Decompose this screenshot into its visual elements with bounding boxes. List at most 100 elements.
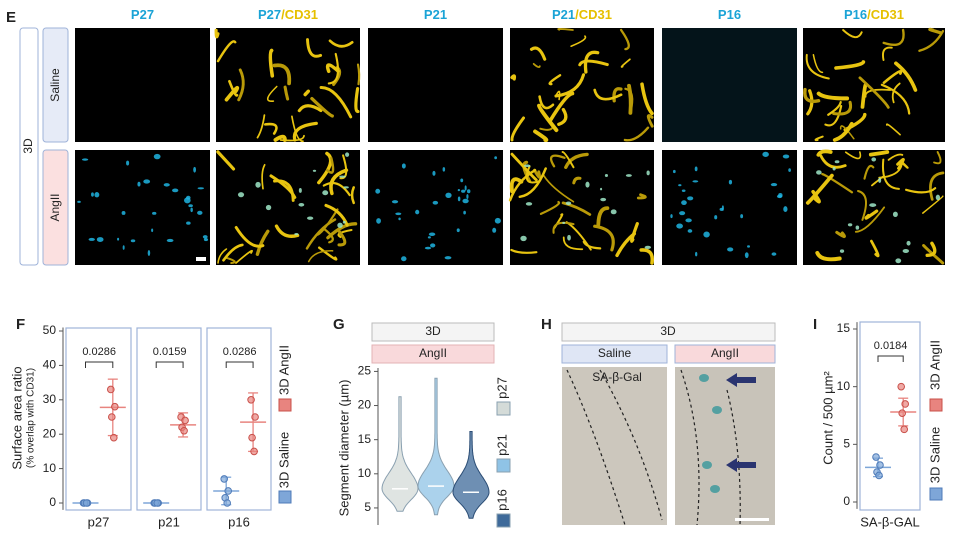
y-tick-label: 20	[358, 398, 372, 412]
vessel	[832, 121, 854, 142]
vessel	[880, 83, 911, 115]
marker-signal	[678, 184, 682, 187]
marker-signal	[788, 168, 791, 172]
y-axis-label: Count / 500 µm²	[820, 371, 835, 465]
marker-signal	[343, 186, 349, 189]
vessel	[582, 240, 602, 250]
marker-signal	[604, 173, 609, 178]
column-header: P16	[718, 7, 741, 22]
vessel	[291, 115, 304, 143]
vessel	[337, 230, 347, 247]
vessel	[539, 200, 561, 215]
violin	[417, 377, 455, 516]
vessel	[887, 153, 904, 161]
vessel	[234, 226, 265, 248]
violin	[381, 396, 419, 512]
marker-signal	[728, 179, 733, 185]
legend-label: p16	[494, 489, 509, 511]
vessel	[324, 203, 349, 227]
marker-signal	[117, 237, 120, 241]
micrograph	[216, 28, 360, 142]
vessel	[578, 59, 609, 67]
panel-letter: G	[333, 316, 345, 333]
legend-swatch	[496, 401, 511, 416]
vessel	[532, 62, 541, 68]
vessel-outline	[566, 369, 626, 526]
marker-signal	[255, 181, 261, 188]
row-label: Saline	[48, 68, 62, 102]
marker-signal	[562, 221, 566, 225]
vessel	[636, 193, 647, 200]
marker-signal	[126, 160, 130, 166]
marker-signal	[190, 207, 193, 213]
marker-signal	[184, 197, 191, 204]
marker-signal	[869, 203, 877, 207]
data-point	[897, 382, 906, 391]
y-tick-label: 0	[843, 494, 850, 508]
marker-signal	[685, 218, 692, 223]
x-tick-label: p21	[158, 514, 180, 529]
vessel	[216, 150, 236, 171]
marker-signal	[445, 192, 452, 198]
sa-gal-stain	[710, 485, 720, 493]
vessel	[858, 76, 890, 109]
marker-signal	[415, 209, 420, 215]
vessel	[326, 222, 358, 240]
marker-label: P21	[552, 7, 575, 22]
marker-signal	[88, 237, 95, 241]
vessel	[803, 87, 821, 103]
data-point	[82, 499, 91, 507]
marker-signal	[401, 163, 406, 169]
row-box	[42, 27, 69, 143]
marker-signal	[172, 188, 179, 193]
micrograph	[75, 150, 210, 265]
vessel	[842, 29, 863, 39]
micrograph	[803, 28, 945, 142]
vessel	[356, 63, 361, 86]
significance-bracket	[225, 361, 254, 368]
p-value: 0.0184	[874, 340, 908, 352]
vessel	[918, 29, 945, 52]
marker-signal	[121, 211, 126, 215]
marker-label: P27	[131, 7, 154, 22]
column-header: P27	[131, 7, 154, 22]
vessel	[646, 114, 654, 128]
marker-signal	[166, 238, 174, 243]
micrograph	[662, 150, 797, 265]
header-label: 3D	[425, 324, 441, 338]
marker-signal	[902, 248, 910, 253]
vessel	[929, 171, 945, 201]
marker-signal	[935, 194, 941, 201]
marker-signal	[492, 227, 497, 233]
marker-signal	[462, 198, 469, 204]
data-point	[875, 471, 883, 480]
column-header: P27/CD31	[258, 7, 318, 22]
vessel	[292, 121, 318, 142]
vessel	[922, 195, 944, 214]
data-point	[180, 426, 188, 435]
vessel	[623, 126, 650, 142]
y-axis-note: (% overlap with CD31)	[26, 368, 37, 468]
y-tick-label: 0	[49, 495, 56, 509]
vessel	[537, 103, 559, 133]
data-point	[110, 433, 118, 442]
condition-label: AngII	[711, 346, 739, 360]
marker-signal	[457, 189, 461, 192]
marker-signal	[692, 180, 699, 183]
vessel	[283, 85, 290, 101]
micrograph	[368, 28, 503, 142]
vessel	[864, 88, 892, 98]
marker-signal	[442, 167, 446, 172]
y-tick-label: 15	[837, 321, 851, 335]
vessel	[615, 232, 636, 258]
vessel	[562, 236, 584, 251]
vessel	[327, 52, 340, 85]
data-point	[898, 409, 907, 417]
vessel	[557, 28, 574, 31]
vessel	[572, 176, 582, 185]
marker-signal	[152, 211, 157, 215]
marker-signal	[744, 252, 749, 259]
vessel	[329, 168, 349, 196]
marker-signal	[625, 174, 632, 177]
marker-signal	[322, 190, 329, 196]
